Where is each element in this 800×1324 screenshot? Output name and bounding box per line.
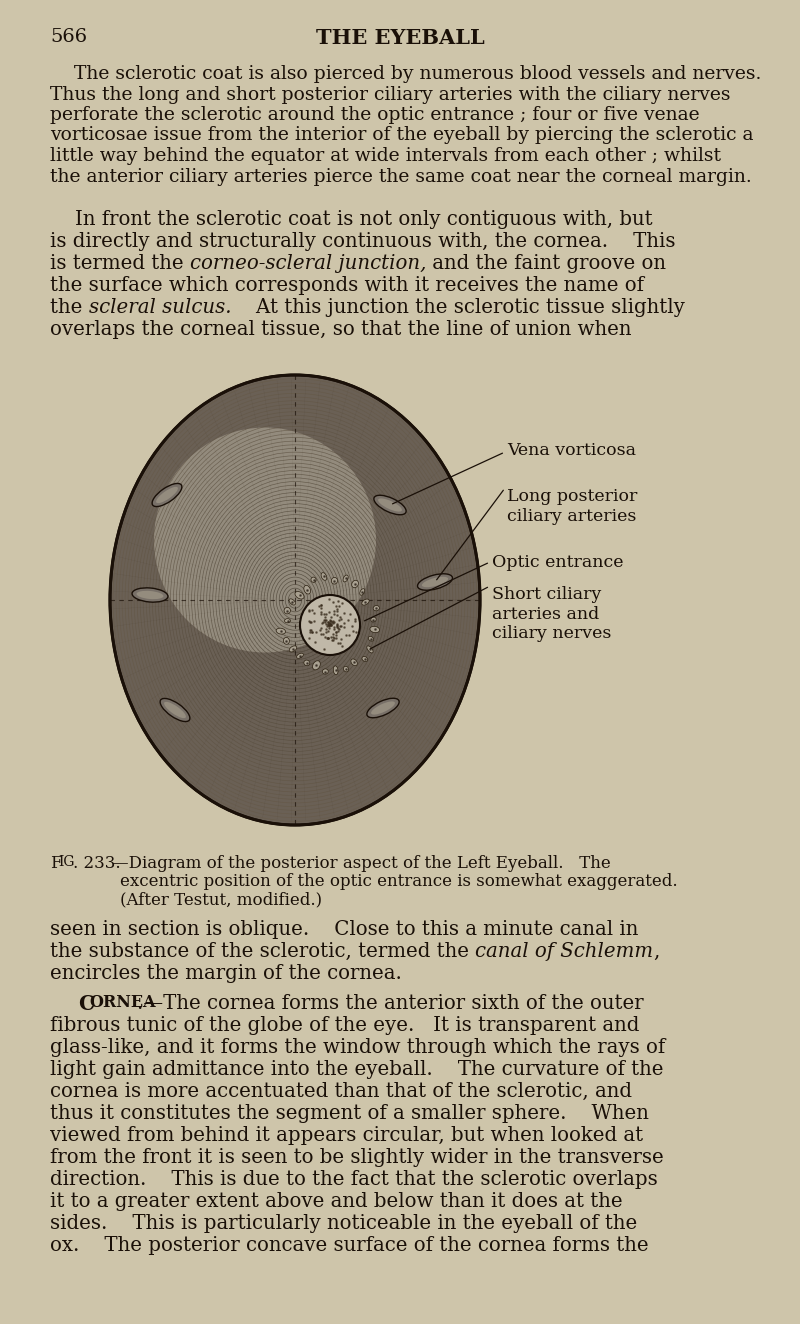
Circle shape (300, 594, 360, 655)
Text: from the front it is seen to be slightly wider in the transverse: from the front it is seen to be slightly… (50, 1148, 664, 1166)
Text: the anterior ciliary arteries pierce the same coat near the corneal margin.: the anterior ciliary arteries pierce the… (50, 168, 752, 185)
Ellipse shape (137, 591, 163, 600)
Text: and the faint groove on: and the faint groove on (426, 254, 666, 273)
Ellipse shape (160, 699, 190, 722)
Text: THE EYEBALL: THE EYEBALL (316, 28, 484, 48)
Ellipse shape (313, 661, 320, 670)
Ellipse shape (156, 487, 178, 503)
Ellipse shape (370, 626, 380, 633)
Ellipse shape (297, 653, 303, 658)
Text: . 233.: . 233. (73, 855, 121, 873)
Ellipse shape (152, 483, 182, 507)
Ellipse shape (351, 659, 358, 666)
Ellipse shape (343, 575, 348, 581)
Text: IG: IG (58, 855, 74, 869)
Ellipse shape (343, 666, 349, 671)
Text: light gain admittance into the eyeball.    The curvature of the: light gain admittance into the eyeball. … (50, 1061, 663, 1079)
Text: excentric position of the optic entrance is somewhat exaggerated.: excentric position of the optic entrance… (120, 873, 678, 890)
Ellipse shape (334, 666, 338, 675)
Ellipse shape (284, 608, 290, 614)
Text: direction.    This is due to the fact that the sclerotic overlaps: direction. This is due to the fact that … (50, 1170, 658, 1189)
Text: fibrous tunic of the globe of the eye.   It is transparent and: fibrous tunic of the globe of the eye. I… (50, 1016, 639, 1035)
Text: ORNEA: ORNEA (89, 994, 156, 1012)
Ellipse shape (422, 577, 448, 588)
Text: overlaps the corneal tissue, so that the line of union when: overlaps the corneal tissue, so that the… (50, 320, 631, 339)
Ellipse shape (374, 495, 406, 515)
Ellipse shape (276, 628, 286, 634)
Text: scleral sulcus.: scleral sulcus. (89, 298, 231, 316)
Ellipse shape (418, 573, 453, 591)
Text: the substance of the sclerotic, termed the: the substance of the sclerotic, termed t… (50, 941, 475, 961)
Text: Long posterior
ciliary arteries: Long posterior ciliary arteries (507, 489, 638, 524)
Ellipse shape (322, 669, 328, 674)
Ellipse shape (164, 702, 186, 718)
Text: At this junction the sclerotic tissue slightly: At this junction the sclerotic tissue sl… (231, 298, 685, 316)
Ellipse shape (373, 605, 379, 610)
Text: glass-like, and it forms the window through which the rays of: glass-like, and it forms the window thro… (50, 1038, 666, 1057)
Text: Optic entrance: Optic entrance (492, 553, 623, 571)
Ellipse shape (368, 637, 374, 641)
Ellipse shape (362, 598, 369, 605)
Ellipse shape (331, 577, 338, 584)
Ellipse shape (295, 592, 304, 598)
Text: perforate the sclerotic around the optic entrance ; four or five venae: perforate the sclerotic around the optic… (50, 106, 700, 124)
Text: cornea is more accentuated than that of the sclerotic, and: cornea is more accentuated than that of … (50, 1082, 632, 1102)
Text: is termed the: is termed the (50, 254, 190, 273)
Text: .—The cornea forms the anterior sixth of the outer: .—The cornea forms the anterior sixth of… (137, 994, 644, 1013)
Ellipse shape (289, 598, 295, 605)
Ellipse shape (371, 702, 395, 715)
Text: The sclerotic coat is also pierced by numerous blood vessels and nerves.: The sclerotic coat is also pierced by nu… (50, 65, 762, 83)
Text: corneo-scleral junction,: corneo-scleral junction, (190, 254, 426, 273)
Text: little way behind the equator at wide intervals from each other ; whilst: little way behind the equator at wide in… (50, 147, 721, 166)
Ellipse shape (285, 618, 290, 622)
Text: C: C (78, 994, 94, 1014)
Ellipse shape (154, 428, 376, 653)
Text: canal of Schlemm: canal of Schlemm (475, 941, 654, 961)
Ellipse shape (304, 585, 310, 594)
Text: it to a greater extent above and below than it does at the: it to a greater extent above and below t… (50, 1192, 622, 1211)
Text: ox.    The posterior concave surface of the cornea forms the: ox. The posterior concave surface of the… (50, 1237, 649, 1255)
Ellipse shape (321, 573, 326, 580)
Text: is directly and structurally continuous with, the cornea.    This: is directly and structurally continuous … (50, 232, 675, 252)
Ellipse shape (110, 375, 480, 825)
Ellipse shape (366, 646, 373, 653)
Text: F: F (50, 855, 62, 873)
Text: encircles the margin of the cornea.: encircles the margin of the cornea. (50, 964, 402, 982)
Ellipse shape (360, 589, 365, 596)
Text: Short ciliary
arteries and
ciliary nerves: Short ciliary arteries and ciliary nerve… (492, 587, 611, 642)
Text: thus it constitutes the segment of a smaller sphere.    When: thus it constitutes the segment of a sma… (50, 1104, 649, 1123)
Text: vorticosae issue from the interior of the eyeball by piercing the sclerotic a: vorticosae issue from the interior of th… (50, 127, 754, 144)
Ellipse shape (362, 657, 368, 662)
Text: sides.    This is particularly noticeable in the eyeball of the: sides. This is particularly noticeable i… (50, 1214, 638, 1233)
Ellipse shape (352, 580, 358, 588)
Ellipse shape (367, 698, 399, 718)
Text: (After Testut, modified.): (After Testut, modified.) (120, 891, 322, 908)
Text: seen in section is oblique.    Close to this a minute canal in: seen in section is oblique. Close to thi… (50, 920, 638, 939)
Text: In front the sclerotic coat is not only contiguous with, but: In front the sclerotic coat is not only … (50, 211, 653, 229)
Ellipse shape (311, 577, 316, 583)
Ellipse shape (304, 661, 310, 666)
Ellipse shape (132, 588, 168, 602)
Text: —Diagram of the posterior aspect of the Left Eyeball.   The: —Diagram of the posterior aspect of the … (112, 855, 610, 873)
Text: viewed from behind it appears circular, but when looked at: viewed from behind it appears circular, … (50, 1125, 643, 1145)
Text: Thus the long and short posterior ciliary arteries with the ciliary nerves: Thus the long and short posterior ciliar… (50, 86, 730, 103)
Ellipse shape (290, 646, 297, 651)
Text: 566: 566 (50, 28, 87, 46)
Text: the: the (50, 298, 89, 316)
Ellipse shape (378, 498, 402, 511)
Text: ,: , (654, 941, 660, 961)
Ellipse shape (371, 617, 376, 622)
Ellipse shape (283, 637, 290, 645)
Text: the surface which corresponds with it receives the name of: the surface which corresponds with it re… (50, 275, 644, 295)
Text: Vena vorticosa: Vena vorticosa (507, 442, 636, 459)
